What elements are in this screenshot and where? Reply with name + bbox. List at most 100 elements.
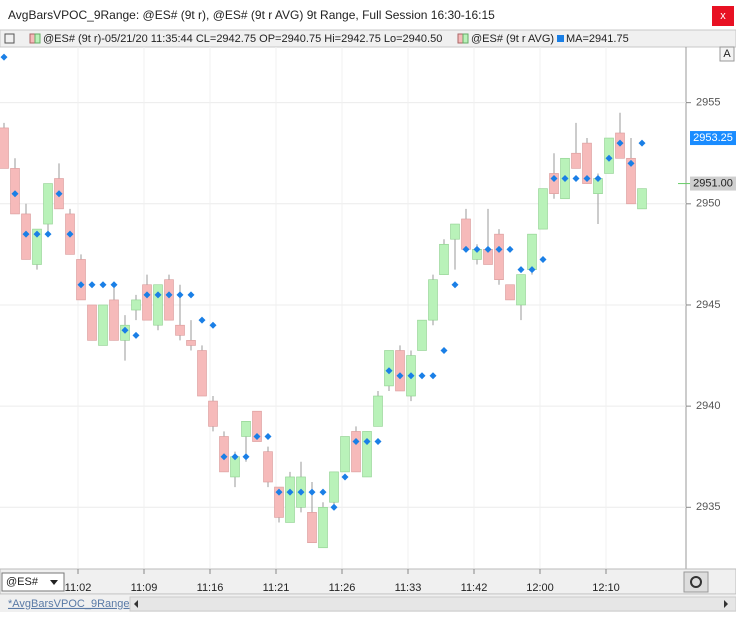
vpoc-marker [352,438,360,446]
candle-body [549,173,559,194]
candle-body [538,188,548,230]
candle-body [505,284,515,301]
candle-body [32,228,42,265]
candle-body [362,431,372,478]
candle-body [450,223,460,240]
close-label[interactable]: x [720,10,726,22]
vpoc-marker [275,488,283,496]
vpoc-marker [242,453,250,461]
candle-body [274,486,284,518]
vpoc-marker [88,281,96,289]
candle-body [626,157,636,205]
vpoc-marker [253,432,261,440]
vpoc-marker [209,321,217,329]
vpoc-marker [341,473,349,481]
vpoc-marker [616,139,624,147]
axis-button[interactable] [719,46,735,62]
legend-swatch [557,35,564,42]
vpoc-marker [473,245,481,253]
scroll-left[interactable] [134,600,138,608]
candle-body [208,400,218,427]
candle-body [164,279,174,321]
candle-body [307,512,317,544]
candle-body [131,299,141,311]
vpoc-marker [66,230,74,238]
vpoc-marker [33,230,41,238]
vpoc-marker [572,175,580,183]
candle-body [351,431,361,473]
scroll-right[interactable] [724,600,728,608]
candle-body [461,218,471,250]
vpoc-marker [451,281,459,289]
candle-body [417,319,427,351]
vpoc-marker [517,266,525,274]
expand-icon[interactable] [4,33,15,44]
legend-ma: MA=2941.75 [566,33,629,45]
tab[interactable]: *AvgBarsVPOC_9Range [8,598,129,610]
vpoc-marker [583,175,591,183]
vpoc-marker [154,291,162,299]
candle-body [252,410,262,442]
scrollbar[interactable] [129,596,736,612]
vpoc-marker [220,453,228,461]
vpoc-marker [22,230,30,238]
vpoc-marker [143,291,151,299]
vpoc-marker [11,190,19,198]
vpoc-marker [110,281,118,289]
vpoc-marker [528,266,536,274]
x-tick-label: 11:16 [197,582,224,594]
vpoc-marker [374,438,382,446]
candle-body [153,284,163,326]
x-tick-label: 11:33 [395,582,422,594]
y-tick-label: 2945 [696,299,720,311]
legend-swatch [34,33,41,44]
legend-swatch [462,33,469,44]
vpoc-marker [462,245,470,253]
price-marker-label: 2951.00 [693,177,733,189]
symbol[interactable]: @ES# [6,576,39,588]
vpoc-marker [429,372,437,380]
dropdown-arrow[interactable] [50,580,58,585]
candle-body [109,299,119,341]
vpoc-marker [44,230,52,238]
axis-button-label[interactable]: A [723,48,731,60]
legend-swatch [29,33,36,44]
vpoc-marker [99,281,107,289]
candle-body [318,507,328,549]
x-tick-label: 11:21 [263,582,290,594]
candle-body [241,421,251,437]
vpoc-marker [132,331,140,339]
x-tick-label: 11:09 [131,582,158,594]
price-marker [690,131,736,146]
vpoc-marker [561,175,569,183]
vpoc-marker [418,372,426,380]
vpoc-marker [77,281,85,289]
x-tick-label: 11:02 [65,582,92,594]
vpoc-marker [297,488,305,496]
candle-body [76,259,86,301]
candle-body [340,436,350,473]
candle-body [142,284,152,321]
refresh-icon[interactable] [690,576,702,588]
vpoc-marker [440,346,448,354]
candle-body [197,350,207,397]
candle-body [582,142,592,184]
candle-body [329,471,339,503]
candle-body [285,476,295,523]
close-button[interactable] [712,6,734,26]
title-bar [0,0,736,30]
candle-body [516,274,526,306]
vpoc-marker [187,291,195,299]
candle-body [175,324,185,336]
vpoc-marker [539,255,547,263]
refresh-button[interactable] [683,571,709,593]
vpoc-marker [286,488,294,496]
candle-body [373,395,383,427]
window-title: AvgBarsVPOC_9Range: @ES# (9t r), @ES# (9… [8,8,495,22]
candle-body [428,279,438,321]
legend-swatch [457,33,464,44]
vpoc-marker [231,453,239,461]
symbol-dropdown[interactable] [1,572,65,592]
vpoc-marker [627,159,635,167]
